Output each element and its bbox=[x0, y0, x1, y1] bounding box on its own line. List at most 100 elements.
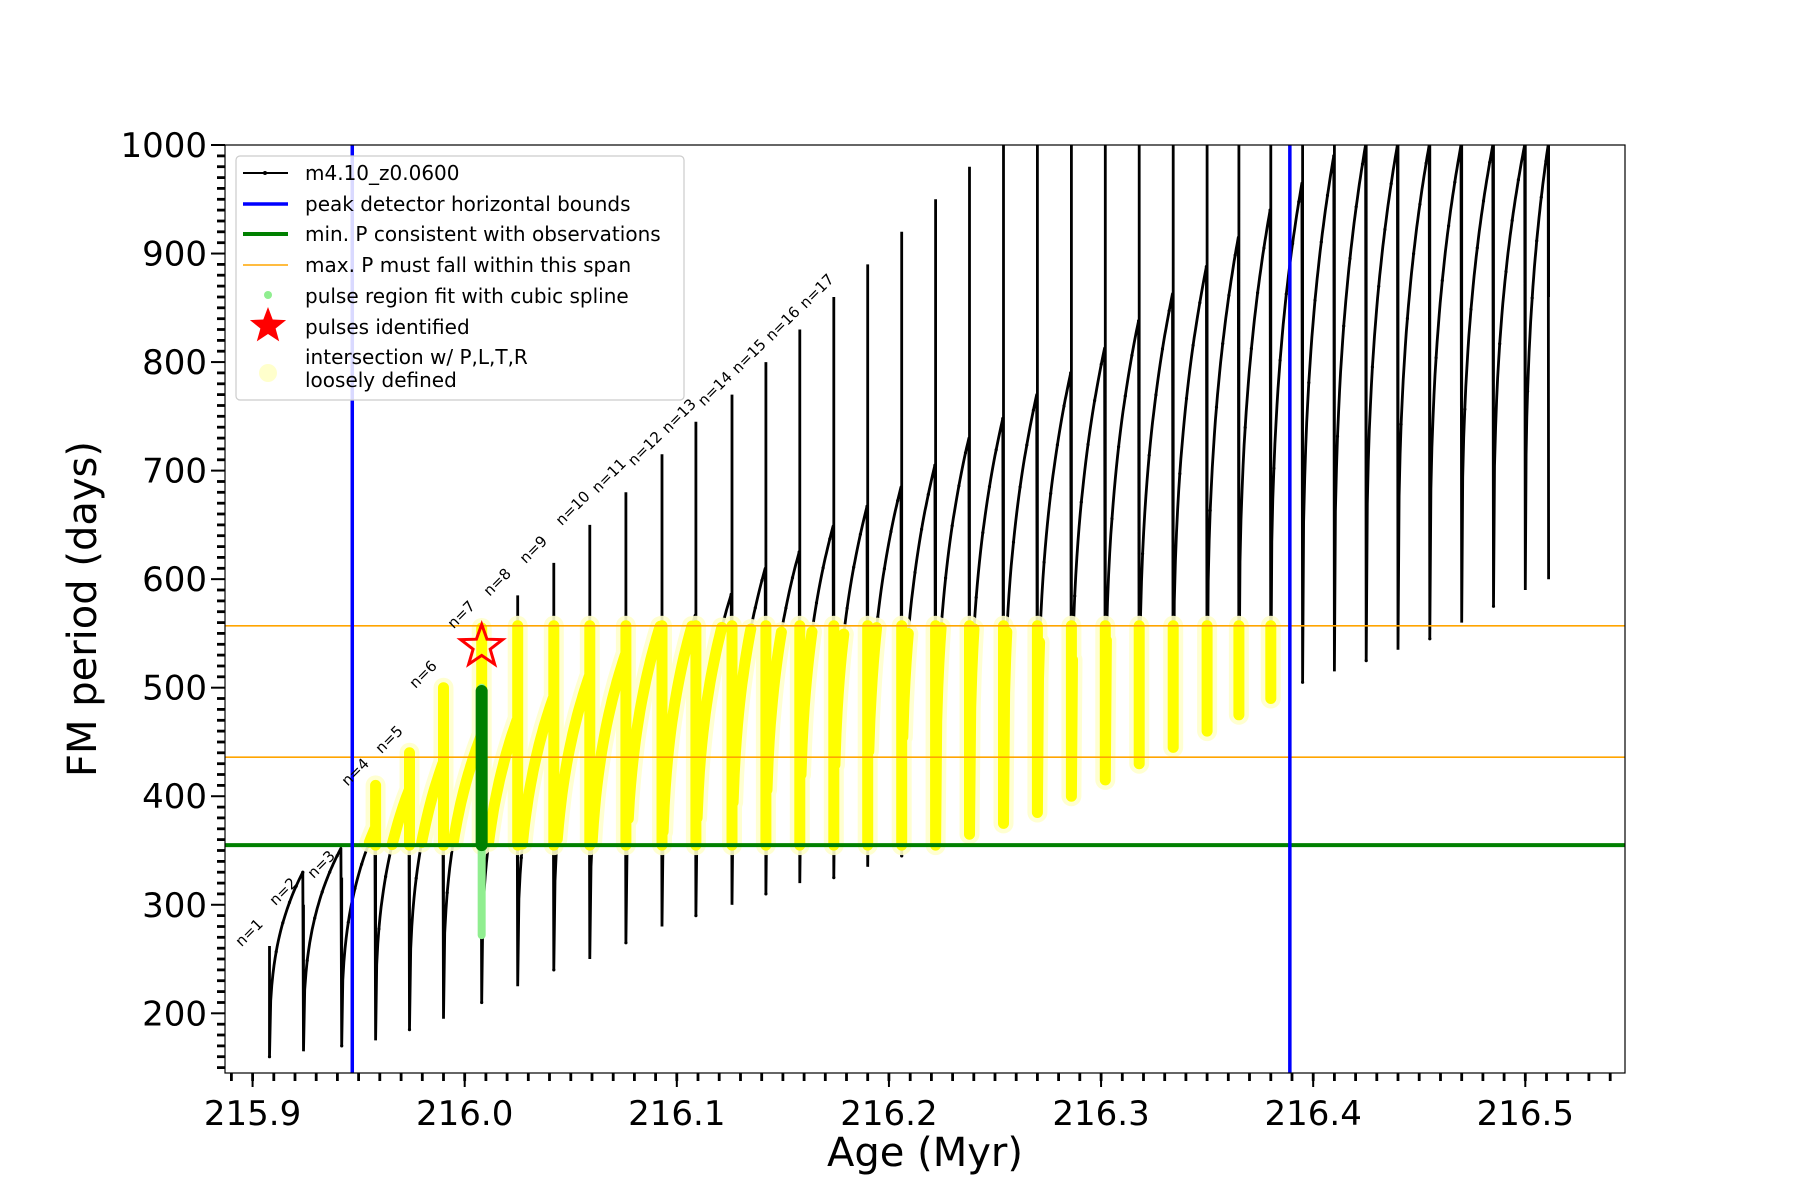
model-point bbox=[1011, 540, 1016, 544]
model-point bbox=[274, 950, 278, 954]
model-point bbox=[1278, 358, 1282, 362]
x-tick-label: 216.0 bbox=[416, 1094, 513, 1134]
model-point bbox=[1491, 604, 1496, 608]
model-point bbox=[1301, 680, 1305, 684]
model-point bbox=[764, 892, 768, 896]
model-point bbox=[480, 1000, 484, 1005]
model-point bbox=[1221, 342, 1225, 346]
legend-frame bbox=[235, 155, 685, 401]
model-point bbox=[445, 891, 449, 895]
legend-label-peak-bounds: peak detector horizontal bounds bbox=[305, 192, 631, 216]
model-point bbox=[1073, 594, 1077, 598]
legend-label-max-period-span: max. P must fall within this span bbox=[305, 253, 631, 277]
model-point bbox=[1342, 324, 1346, 328]
model-point bbox=[1510, 218, 1514, 223]
model-point bbox=[294, 884, 298, 888]
legend-label-loose-intersection-line2: loosely defined bbox=[305, 368, 457, 392]
model-point bbox=[1475, 246, 1479, 250]
model-point bbox=[1001, 416, 1005, 421]
legend: m4.10_z0.0600 peak detector horizontal b… bbox=[235, 155, 685, 401]
model-point bbox=[1319, 240, 1323, 244]
model-point bbox=[1154, 393, 1158, 397]
y-tick-label: 600 bbox=[142, 560, 207, 600]
model-point bbox=[1370, 365, 1374, 369]
x-tick-label: 216.3 bbox=[1052, 1094, 1149, 1134]
model-point bbox=[1297, 200, 1301, 204]
model-point bbox=[1383, 227, 1387, 231]
model-point bbox=[1424, 161, 1428, 165]
model-point bbox=[1167, 309, 1171, 313]
model-point bbox=[1062, 404, 1066, 408]
model-point bbox=[1130, 353, 1134, 357]
model-point bbox=[1469, 307, 1473, 311]
model-point bbox=[313, 916, 317, 920]
legend-label-spline-fit: pulse region fit with cubic spline bbox=[305, 284, 629, 308]
model-point bbox=[933, 463, 937, 467]
y-tick-label: 800 bbox=[142, 343, 207, 383]
legend-label-min-period: min. P consistent with observations bbox=[305, 222, 661, 246]
model-point bbox=[865, 504, 869, 508]
model-point bbox=[407, 1028, 412, 1032]
model-point bbox=[729, 592, 733, 596]
model-point bbox=[1086, 442, 1090, 447]
model-point bbox=[994, 448, 998, 452]
x-axis: 215.9 216.0 216.1 216.2 216.3 216.4 216.5 bbox=[204, 1073, 1612, 1134]
model-point bbox=[1031, 408, 1035, 412]
plot-frame bbox=[224, 144, 1626, 1074]
model-point bbox=[760, 578, 764, 583]
model-point bbox=[987, 485, 992, 489]
model-point bbox=[1530, 296, 1534, 300]
model-point bbox=[1481, 199, 1486, 203]
model-point bbox=[353, 886, 357, 890]
model-point bbox=[1428, 637, 1432, 641]
model-point bbox=[377, 927, 381, 931]
model-point bbox=[1535, 239, 1539, 243]
legend-marker-loose-intersection bbox=[259, 364, 277, 382]
model-point bbox=[281, 921, 285, 925]
model-point bbox=[882, 567, 887, 571]
legend-marker-model-dot bbox=[263, 171, 267, 175]
model-point bbox=[1526, 389, 1530, 393]
x-tick-label: 216.2 bbox=[840, 1094, 937, 1134]
model-point bbox=[1093, 399, 1097, 403]
model-point bbox=[950, 524, 954, 528]
y-tick-label: 900 bbox=[142, 235, 207, 275]
model-point bbox=[1025, 443, 1029, 447]
model-point bbox=[694, 914, 698, 918]
model-point bbox=[1110, 517, 1114, 521]
model-point bbox=[1377, 284, 1381, 288]
legend-label-model: m4.10_z0.0600 bbox=[305, 161, 460, 185]
model-point bbox=[1178, 472, 1182, 476]
model-point bbox=[1544, 159, 1548, 163]
model-point bbox=[1447, 224, 1451, 228]
legend-label-pulse: pulses identified bbox=[305, 315, 470, 339]
model-point bbox=[320, 890, 324, 894]
model-point bbox=[1418, 202, 1422, 206]
model-point bbox=[1256, 291, 1260, 295]
model-point bbox=[1141, 552, 1145, 556]
model-point bbox=[963, 451, 968, 455]
model-point bbox=[1191, 343, 1195, 347]
x-tick-label: 216.5 bbox=[1477, 1094, 1574, 1134]
model-point bbox=[900, 854, 904, 858]
legend-marker-pulse bbox=[249, 307, 287, 342]
model-point bbox=[1160, 347, 1165, 351]
model-point bbox=[384, 875, 388, 879]
model-point bbox=[1214, 405, 1219, 409]
model-point bbox=[889, 529, 893, 534]
model-point bbox=[1291, 241, 1295, 246]
y-tick-label: 1000 bbox=[120, 126, 207, 166]
model-point bbox=[1069, 371, 1073, 375]
model-point bbox=[1360, 162, 1365, 166]
model-point bbox=[1117, 445, 1121, 449]
model-point bbox=[1354, 205, 1358, 209]
model-point bbox=[340, 1044, 344, 1048]
model-point bbox=[926, 492, 930, 497]
y-tick-label: 300 bbox=[142, 886, 207, 926]
model-point bbox=[1453, 180, 1457, 184]
model-point bbox=[1233, 253, 1237, 257]
model-point bbox=[1018, 485, 1022, 489]
model-point bbox=[328, 870, 332, 874]
model-point bbox=[1184, 396, 1189, 401]
model-point bbox=[1204, 265, 1208, 269]
